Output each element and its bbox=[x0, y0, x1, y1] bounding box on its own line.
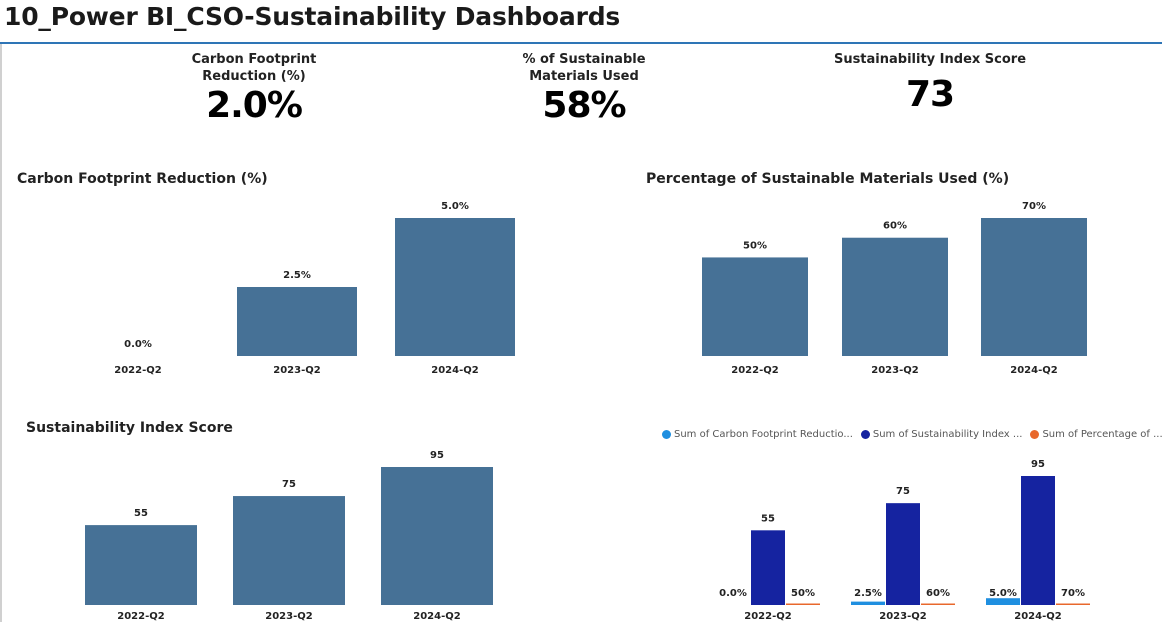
category-label: 2024-Q2 bbox=[431, 365, 478, 376]
category-label: 2022-Q2 bbox=[117, 611, 164, 622]
bar[interactable] bbox=[233, 496, 345, 605]
left-divider bbox=[0, 44, 2, 622]
bar[interactable] bbox=[842, 237, 948, 356]
legend-label-materials: Sum of Percentage of ... bbox=[1042, 429, 1162, 440]
category-label: 2023-Q2 bbox=[879, 611, 926, 622]
category-label: 2024-Q2 bbox=[1014, 611, 1061, 622]
legend-item-materials[interactable]: Sum of Percentage of ... bbox=[1030, 429, 1162, 440]
category-label: 2022-Q2 bbox=[114, 365, 161, 376]
bar-carbon[interactable] bbox=[851, 601, 885, 605]
bar[interactable] bbox=[381, 467, 493, 605]
kpi-carbon-card[interactable]: Carbon Footprint Reduction (%) 2.0% bbox=[164, 51, 344, 126]
bar[interactable] bbox=[981, 218, 1087, 356]
legend-dot-icon bbox=[860, 430, 870, 439]
legend-item-carbon[interactable]: Sum of Carbon Footprint Reductio... bbox=[662, 429, 853, 440]
data-label: 70% bbox=[1061, 588, 1085, 599]
combined-chart-legend[interactable]: Sum of Carbon Footprint Reductio... Sum … bbox=[662, 429, 1162, 440]
bar-index[interactable] bbox=[886, 503, 920, 605]
category-label: 2024-Q2 bbox=[413, 611, 460, 622]
data-label: 55 bbox=[761, 513, 775, 524]
bar[interactable] bbox=[237, 287, 357, 356]
bar-carbon[interactable] bbox=[986, 598, 1020, 605]
data-label: 75 bbox=[896, 486, 910, 497]
bar[interactable] bbox=[702, 257, 808, 356]
legend-item-index[interactable]: Sum of Sustainability Index ... bbox=[860, 429, 1023, 440]
category-label: 2023-Q2 bbox=[273, 365, 320, 376]
category-label: 2023-Q2 bbox=[871, 365, 918, 376]
legend-dot-icon bbox=[1030, 430, 1040, 439]
bar-index[interactable] bbox=[751, 530, 785, 605]
data-label: 0.0% bbox=[719, 588, 747, 599]
category-label: 2022-Q2 bbox=[731, 365, 778, 376]
data-label: 95 bbox=[430, 450, 444, 461]
title-bar: 10_Power BI_CSO-Sustainability Dashboard… bbox=[0, 0, 1162, 44]
data-label: 0.0% bbox=[124, 339, 152, 350]
category-label: 2023-Q2 bbox=[265, 611, 312, 622]
kpi-carbon-label: Carbon Footprint Reduction (%) bbox=[191, 52, 317, 84]
kpi-index-card[interactable]: Sustainability Index Score 73 bbox=[810, 51, 1050, 115]
data-label: 95 bbox=[1031, 459, 1045, 470]
kpi-index-label: Sustainability Index Score bbox=[833, 52, 1027, 67]
chart-index-title: Sustainability Index Score bbox=[26, 420, 233, 436]
data-label: 2.5% bbox=[283, 270, 311, 281]
bar[interactable] bbox=[395, 218, 515, 356]
kpi-materials-card[interactable]: % of Sustainable Materials Used 58% bbox=[494, 51, 674, 126]
data-label: 75 bbox=[282, 479, 296, 490]
bar-materials[interactable] bbox=[921, 603, 955, 606]
data-label: 5.0% bbox=[441, 201, 469, 212]
category-label: 2024-Q2 bbox=[1010, 365, 1057, 376]
data-label: 60% bbox=[883, 221, 907, 232]
kpi-carbon-value: 2.0% bbox=[206, 85, 303, 126]
data-label: 5.0% bbox=[989, 588, 1017, 599]
data-label: 50% bbox=[743, 240, 767, 251]
bar-materials[interactable] bbox=[1056, 603, 1090, 606]
kpi-materials-value: 58% bbox=[542, 85, 626, 126]
legend-label-index: Sum of Sustainability Index ... bbox=[872, 429, 1023, 440]
data-label: 70% bbox=[1022, 201, 1046, 212]
chart-carbon-title: Carbon Footprint Reduction (%) bbox=[17, 171, 268, 187]
category-label: 2022-Q2 bbox=[744, 611, 791, 622]
chart-materials-title: Percentage of Sustainable Materials Used… bbox=[646, 171, 1010, 187]
data-label: 55 bbox=[134, 508, 148, 519]
bar[interactable] bbox=[85, 525, 197, 605]
data-label: 60% bbox=[926, 588, 950, 599]
data-label: 2.5% bbox=[854, 588, 882, 599]
legend-dot-icon bbox=[662, 430, 671, 439]
bar-index[interactable] bbox=[1021, 476, 1055, 605]
kpi-materials-label: % of Sustainable Materials Used bbox=[522, 52, 646, 84]
page-title: 10_Power BI_CSO-Sustainability Dashboard… bbox=[4, 2, 621, 31]
data-label: 50% bbox=[791, 588, 815, 599]
legend-label-carbon: Sum of Carbon Footprint Reductio... bbox=[674, 429, 853, 440]
bar-materials[interactable] bbox=[786, 603, 820, 606]
kpi-index-value: 73 bbox=[905, 74, 955, 115]
